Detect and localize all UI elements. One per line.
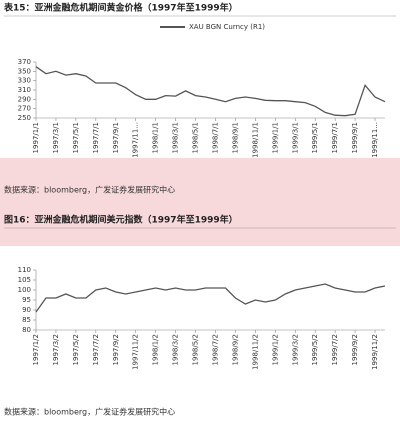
x-tick-label: 1997/9/1 (112, 122, 120, 153)
x-tick-label: 1998/11/1 (251, 122, 259, 158)
x-tick-label: 1998/9/1 (231, 122, 239, 153)
x-tick-label: 1998/7/1 (211, 122, 219, 153)
y-tick-label: 350 (18, 67, 31, 75)
y-tick-label: 90 (22, 306, 31, 314)
x-tick-label: 1997/11... (132, 122, 140, 158)
source-note: 数据来源：bloomberg，广发证券发展研究中心 (4, 185, 175, 195)
x-tick-label: 1998/1/1 (152, 122, 160, 153)
x-tick-label: 1999/9/2 (351, 334, 359, 365)
x-tick-label: 1999/1/2 (271, 334, 279, 365)
x-tick-label: 1997/5/2 (72, 334, 80, 365)
y-tick-label: 270 (18, 105, 31, 113)
x-tick-label: 1999/7/1 (331, 122, 339, 153)
y-tick-label: 85 (22, 316, 31, 324)
source-note: 数据来源：bloomberg，广发证券发展研究中心 (4, 407, 175, 417)
x-tick-label: 1999/11... (371, 122, 379, 158)
x-tick-label: 1998/5/2 (192, 334, 200, 365)
x-tick-label: 1997/1/2 (32, 334, 40, 365)
x-tick-label: 1999/9/1 (351, 122, 359, 153)
x-tick-label: 1998/1/2 (152, 334, 160, 365)
x-tick-label: 1999/5/2 (311, 334, 319, 365)
y-tick-label: 105 (18, 276, 31, 284)
x-tick-label: 1998/9/2 (231, 334, 239, 365)
x-tick-label: 1997/7/2 (92, 334, 100, 365)
y-tick-label: 110 (18, 266, 31, 274)
x-tick-label: 1999/7/2 (331, 334, 339, 365)
chart-title: 图16：亚洲金融危机期间美元指数（1997年至1999年） (4, 214, 238, 226)
y-tick-label: 370 (18, 58, 31, 66)
data-line (35, 283, 386, 313)
y-tick-label: 100 (18, 286, 31, 294)
x-tick-label: 1999/3/2 (291, 334, 299, 365)
y-tick-label: 290 (18, 95, 31, 103)
y-tick-label: 310 (18, 86, 31, 94)
legend-label: XAU BGN Curncy (R1) (189, 23, 265, 31)
y-tick-label: 95 (22, 296, 31, 304)
x-tick-label: 1999/3/1 (291, 122, 299, 153)
x-tick-label: 1997/7/1 (92, 122, 100, 153)
y-tick-label: 250 (18, 114, 31, 122)
x-tick-label: 1998/3/1 (172, 122, 180, 153)
x-tick-label: 1999/11/2 (371, 334, 379, 370)
x-tick-label: 1998/7/2 (211, 334, 219, 365)
x-tick-label: 1998/11/2 (251, 334, 259, 370)
y-tick-label: 330 (18, 77, 31, 85)
chart-title: 表15：亚洲金融危机期间黄金价格（1997年至1999年） (3, 2, 238, 14)
watermark-band (0, 158, 400, 246)
data-line (35, 66, 386, 117)
x-tick-label: 1997/3/1 (52, 122, 60, 153)
x-tick-label: 1998/5/1 (192, 122, 200, 153)
x-tick-label: 1999/5/1 (311, 122, 319, 153)
x-tick-label: 1999/1/1 (271, 122, 279, 153)
x-tick-label: 1997/5/1 (72, 122, 80, 153)
x-tick-label: 1997/3/2 (52, 334, 60, 365)
x-tick-label: 1997/1/1 (32, 122, 40, 153)
x-tick-label: 1997/9/2 (112, 334, 120, 365)
x-tick-label: 1998/3/2 (172, 334, 180, 365)
x-tick-label: 1997/11/2 (132, 334, 140, 370)
y-tick-label: 80 (22, 326, 31, 334)
